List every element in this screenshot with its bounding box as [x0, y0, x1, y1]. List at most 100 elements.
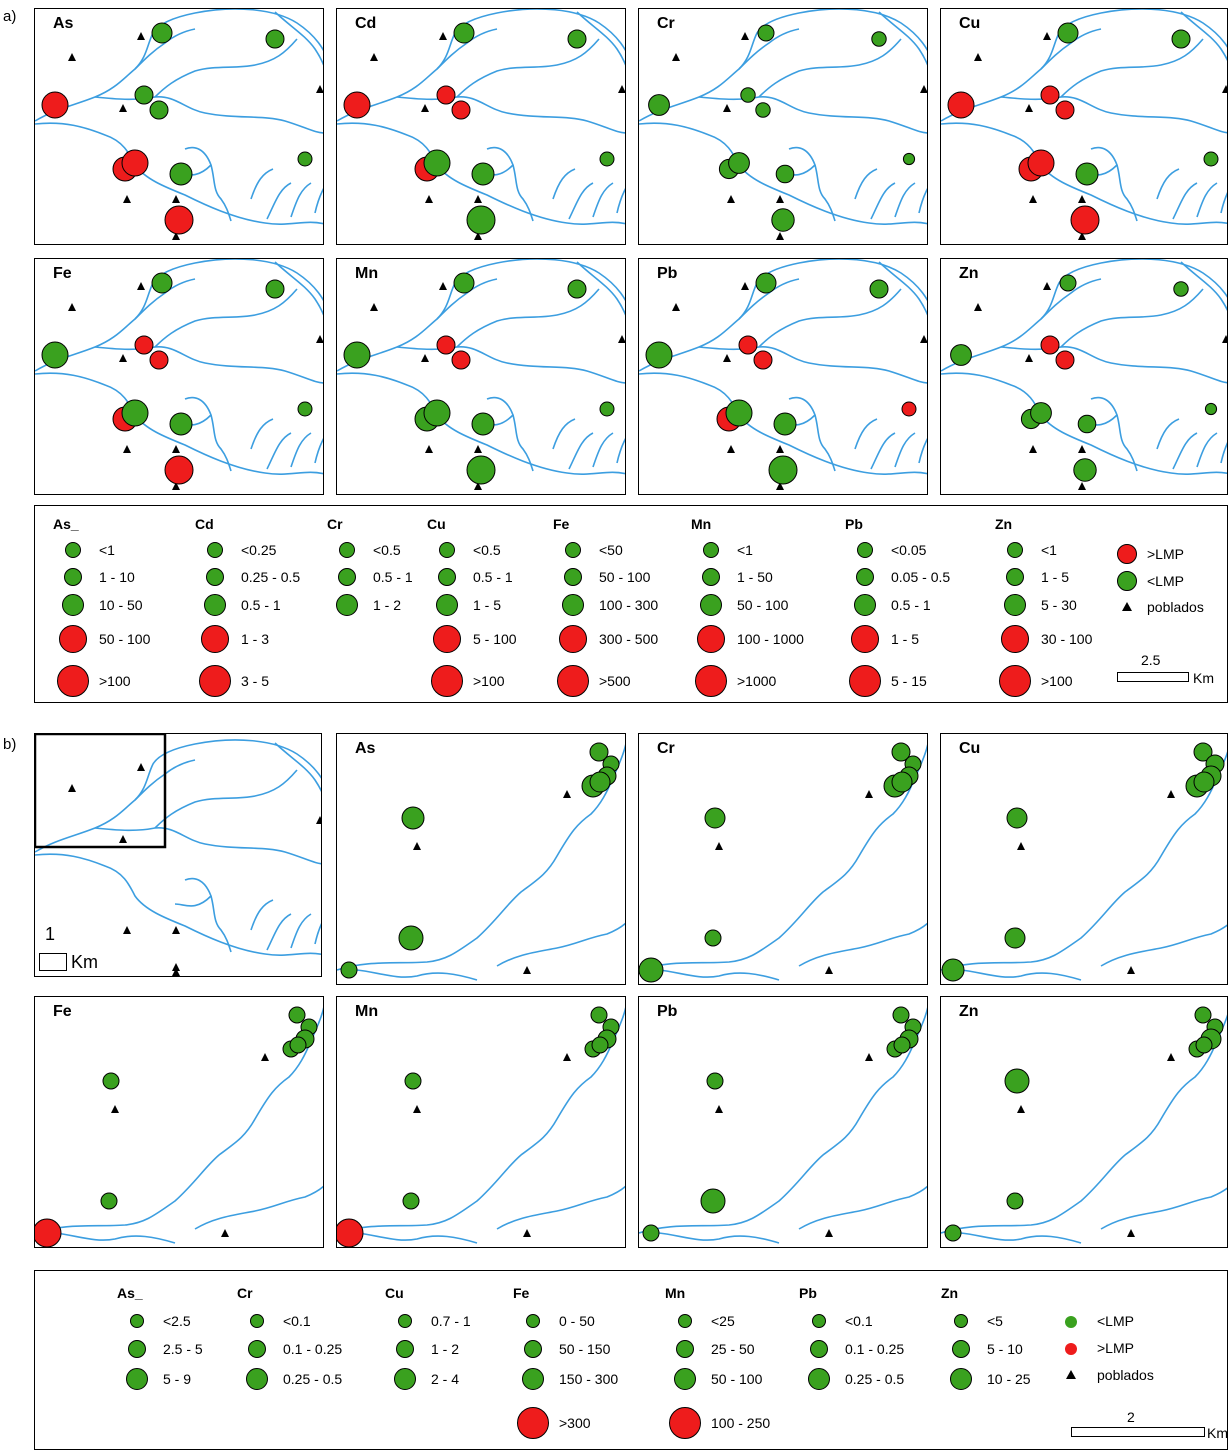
sample-site-below: [704, 929, 722, 947]
town-marker: [316, 335, 323, 343]
legend-symbol: [436, 594, 458, 616]
legend-heading: Zn: [995, 516, 1013, 532]
town-marker: [618, 335, 625, 343]
legend-class-label: 100 - 250: [711, 1415, 771, 1431]
panel-title: Mn: [355, 265, 379, 282]
map-b-cr: [639, 742, 927, 983]
legend-symbol: [248, 1340, 266, 1358]
river-1: [1000, 346, 1227, 384]
river-3: [154, 769, 298, 829]
river-7: [1180, 11, 1227, 61]
river-2: [337, 122, 625, 225]
town-marker: [137, 763, 145, 771]
town-marker: [474, 445, 482, 453]
map-panel-a-zn: Zn: [940, 258, 1228, 495]
legend-heading: Mn: [691, 516, 712, 532]
sample-site-below: [404, 1072, 422, 1090]
river-0: [35, 1007, 323, 1234]
legend-symbol: [126, 1368, 148, 1390]
sample-site-below: [41, 341, 69, 369]
sample-site-below: [343, 341, 371, 369]
legend-class-label: 0.25 - 0.5: [845, 1371, 905, 1387]
map-b-cu: [941, 742, 1227, 982]
sample-site-below: [755, 102, 771, 118]
town-marker: [123, 195, 131, 203]
town-marker: [523, 1229, 531, 1237]
river-5: [512, 164, 534, 222]
legend-class-label: <0.5: [373, 542, 401, 558]
legend-class-label: 1 - 5: [1041, 569, 1070, 585]
legend-class-label: 3 - 5: [241, 673, 270, 689]
sample-site-below: [297, 401, 313, 417]
legend-symbol: [950, 1368, 972, 1390]
legend-class-label: 0.5 - 1: [473, 569, 513, 585]
legend-heading: Cd: [195, 516, 214, 532]
town-marker: [261, 1053, 269, 1061]
river-0: [35, 259, 323, 372]
map-b-as: [337, 742, 625, 981]
river-1: [194, 1185, 323, 1230]
legend-symbol: [339, 542, 355, 558]
sample-site-below: [639, 957, 664, 983]
town-marker: [920, 85, 927, 93]
sample-site-below: [1204, 402, 1218, 416]
legend-symbol: [857, 542, 873, 558]
river-0: [639, 744, 927, 971]
sample-site-exceeds: [1040, 335, 1060, 355]
sample-site-exceeds: [901, 401, 917, 417]
map-panel-b-cu: Cu: [940, 733, 1228, 985]
river-4: [738, 28, 800, 70]
sample-site-below: [1057, 22, 1079, 44]
overview-map-panel: 1 Km: [34, 733, 322, 977]
legend-symbol: [702, 568, 720, 586]
town-marker: [137, 32, 145, 40]
sample-site-below: [423, 149, 451, 177]
river-7: [878, 11, 927, 66]
river-1: [94, 96, 323, 134]
sample-site-below: [134, 85, 154, 105]
sample-site-exceeds: [451, 350, 471, 370]
map-a-cu: [941, 9, 1227, 240]
map-a-as: [35, 9, 323, 240]
town-marker: [316, 816, 321, 824]
legend-below-symbol: [1117, 571, 1137, 591]
legend-class-label: 0.5 - 1: [373, 569, 413, 585]
sample-site-below: [1203, 151, 1219, 167]
sample-site-exceeds: [1040, 85, 1060, 105]
legend-town-label: poblados: [1147, 599, 1204, 615]
legend-class-label: 50 - 100: [737, 597, 789, 613]
river-2: [658, 1232, 780, 1244]
legend-symbol: [849, 665, 881, 697]
river-1: [798, 922, 927, 967]
town-marker: [672, 303, 680, 311]
river-0: [941, 1014, 1227, 1234]
overview-map: [35, 734, 321, 976]
town-marker: [119, 354, 127, 362]
town-marker: [172, 482, 180, 490]
legend-class-label: <0.25: [241, 542, 277, 558]
sample-site-below: [645, 341, 673, 369]
sample-site-below: [589, 742, 609, 762]
panel-title: Cd: [355, 15, 377, 32]
sample-site-below: [453, 22, 475, 44]
map-panel-a-cu: Cu: [940, 8, 1228, 245]
legend-symbol: [565, 542, 581, 558]
sample-site-below: [891, 771, 913, 793]
town-marker: [370, 303, 378, 311]
sample-site-exceeds: [1027, 149, 1055, 177]
town-marker: [425, 445, 433, 453]
sample-site-below: [297, 151, 313, 167]
river-1: [94, 346, 323, 384]
map-panel-a-pb: Pb: [638, 258, 928, 495]
legend-symbol: [398, 1314, 412, 1328]
river-5: [1116, 164, 1138, 222]
river-0: [35, 739, 321, 853]
town-marker: [370, 53, 378, 61]
town-marker: [727, 195, 735, 203]
legend-exceeds-symbol: [1117, 544, 1137, 564]
legend-symbol: [557, 665, 589, 697]
sample-site-exceeds: [1070, 205, 1100, 235]
town-marker: [439, 282, 447, 290]
town-marker: [172, 963, 180, 971]
town-marker: [172, 195, 180, 203]
